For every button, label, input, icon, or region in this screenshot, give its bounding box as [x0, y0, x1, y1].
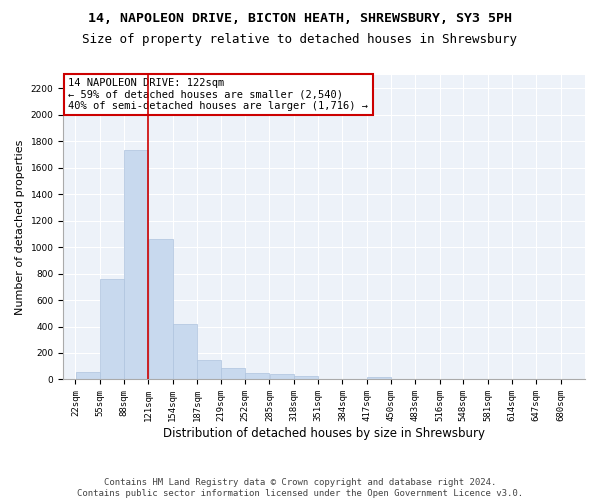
Text: 14, NAPOLEON DRIVE, BICTON HEATH, SHREWSBURY, SY3 5PH: 14, NAPOLEON DRIVE, BICTON HEATH, SHREWS…	[88, 12, 512, 26]
Bar	[294, 376, 318, 380]
Bar	[149, 239, 173, 380]
Bar	[221, 368, 245, 380]
Bar	[76, 372, 100, 380]
X-axis label: Distribution of detached houses by size in Shrewsbury: Distribution of detached houses by size …	[163, 427, 485, 440]
Bar	[245, 373, 269, 380]
Bar	[173, 324, 197, 380]
Bar	[269, 374, 293, 380]
Bar	[100, 279, 124, 380]
Text: Size of property relative to detached houses in Shrewsbury: Size of property relative to detached ho…	[83, 32, 517, 46]
Y-axis label: Number of detached properties: Number of detached properties	[15, 140, 25, 315]
Text: 14 NAPOLEON DRIVE: 122sqm
← 59% of detached houses are smaller (2,540)
40% of se: 14 NAPOLEON DRIVE: 122sqm ← 59% of detac…	[68, 78, 368, 111]
Bar	[197, 360, 221, 380]
Text: Contains HM Land Registry data © Crown copyright and database right 2024.
Contai: Contains HM Land Registry data © Crown c…	[77, 478, 523, 498]
Bar	[124, 150, 148, 380]
Bar	[367, 377, 391, 380]
